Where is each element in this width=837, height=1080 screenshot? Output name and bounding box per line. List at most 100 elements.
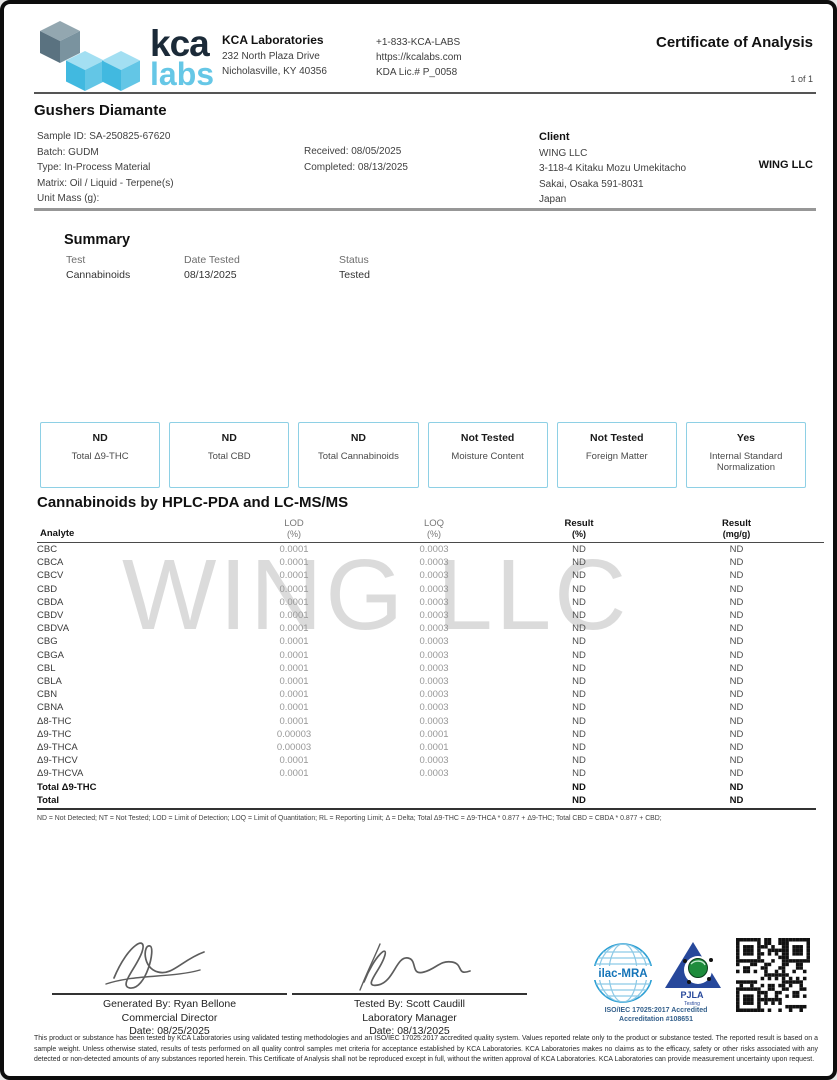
table-row: CBG 0.0001 0.0003 ND ND	[37, 635, 824, 648]
accreditation-caption: ISO/IEC 17025:2017 Accredited Accreditat…	[582, 1006, 730, 1024]
summary-test-value: Cannabinoids	[66, 269, 131, 281]
result-box-value: Not Tested	[460, 432, 515, 444]
result-box-label: Total Δ9-THC	[71, 451, 129, 462]
cell-analyte: CBDA	[37, 596, 64, 608]
lab-name: KCA Laboratories	[222, 33, 324, 47]
cell-lod: 0.0001	[279, 636, 309, 648]
accreditation-number: Accreditation #108651	[619, 1016, 693, 1023]
cell-result-mgg: ND	[729, 742, 744, 754]
cell-loq: 0.0003	[419, 544, 449, 555]
cell-result-pct: ND	[572, 781, 586, 793]
cell-loq: 0.0003	[419, 689, 449, 701]
cell-lod: 0.0001	[279, 755, 309, 767]
tested-by-title: Laboratory Manager	[362, 1011, 457, 1024]
summary-title: Summary	[64, 232, 131, 248]
cannabinoids-table-wrap: Analyte LOD (%) LOQ (%) Result (%) Result (m…	[37, 518, 824, 822]
sample-info-line: Type: In-Process Material	[37, 162, 151, 173]
result-box-value: Not Tested	[590, 432, 644, 444]
tested-by-date: Date: 08/13/2025	[369, 1025, 450, 1037]
header-divider	[34, 92, 816, 94]
signature-line	[292, 993, 527, 995]
signature-icon	[358, 943, 471, 991]
cell-result-pct: ND	[572, 755, 586, 767]
tested-by-name: Tested By: Scott Caudill	[354, 998, 465, 1010]
cell-loq	[359, 794, 509, 807]
cell-result-pct: ND	[572, 583, 586, 595]
generated-by-date: Date: 08/25/2025	[129, 1025, 210, 1037]
cannabinoids-table-header: Analyte LOD (%) LOQ (%) Result (%) Result (m…	[37, 518, 824, 543]
cell-analyte: CBLA	[37, 676, 62, 688]
table-row: CBD 0.0001 0.0003 ND ND	[37, 583, 824, 596]
result-box-label: Moisture Content	[451, 451, 524, 462]
cell-result-mgg: ND	[729, 557, 744, 569]
ilac-mra-globe-icon: ilac-MRA	[591, 943, 655, 1003]
cell-result-pct: ND	[572, 649, 586, 661]
table-row: Δ9-THCA 0.00003 0.0001 ND ND	[37, 741, 824, 754]
page-indicator: 1 of 1	[790, 74, 813, 84]
qr-code	[736, 938, 810, 1017]
kca-cubes-icon	[40, 21, 140, 91]
cell-loq: 0.0001	[419, 728, 449, 740]
cell-result-pct: ND	[572, 715, 586, 727]
cell-result-mgg: ND	[729, 755, 744, 767]
lab-address-block: KCA Laboratories 232 North Plaza Drive N…	[222, 33, 327, 79]
cell-analyte: Total Δ9-THC	[37, 781, 97, 793]
result-box-label: Total Cannabinoids	[318, 451, 399, 462]
cell-loq: 0.0003	[419, 649, 449, 661]
cell-result-mgg: ND	[729, 596, 744, 608]
iso-accredited-line: ISO/IEC 17025:2017 Accredited	[604, 1007, 708, 1014]
table-row: CBDVA 0.0001 0.0003 ND ND	[37, 622, 824, 635]
result-box: Yes Internal Standard Normalization	[685, 422, 807, 488]
sample-name: Gushers Diamante	[34, 102, 167, 119]
cell-result-mgg: ND	[729, 715, 744, 727]
cell-result-mgg: ND	[729, 649, 744, 661]
cell-result-pct: ND	[572, 570, 586, 582]
table-row: CBDV 0.0001 0.0003 ND ND	[37, 609, 824, 622]
table-row: CBCA 0.0001 0.0003 ND ND	[37, 556, 824, 569]
signature-block-tested-by: Tested By: Scott Caudill Laboratory Mana…	[292, 934, 527, 1039]
client-address: 3-118-4 Kitaku Mozu Umekitacho Sakai, Osa…	[539, 161, 686, 208]
table-row: Δ9-THCVA 0.0001 0.0003 ND ND	[37, 767, 824, 780]
signature-block-generated-by: Generated By: Ryan Bellone Commercial Di…	[52, 934, 287, 1039]
table-row: CBGA 0.0001 0.0003 ND ND	[37, 649, 824, 662]
cell-lod: 0.0001	[279, 623, 309, 635]
result-box-label: Internal Standard Normalization	[709, 451, 783, 473]
cell-analyte: CBCV	[37, 570, 64, 582]
cell-result-pct: ND	[572, 676, 586, 688]
summary-date-value: 08/13/2025	[184, 269, 237, 281]
sample-info-line: Unit Mass (g):	[37, 193, 100, 204]
cell-result-mgg: ND	[729, 583, 744, 595]
result-box-label: Total CBD	[207, 451, 251, 462]
cell-lod: 0.0001	[279, 557, 309, 569]
cell-loq: 0.0001	[419, 742, 449, 754]
cell-result-mgg: ND	[729, 570, 744, 582]
cell-result-pct: ND	[572, 596, 586, 608]
sample-info-line: Sample ID: SA-250825-67620	[37, 131, 171, 142]
generated-by-name: Generated By: Ryan Bellone	[102, 998, 237, 1010]
cell-analyte: CBCA	[37, 557, 64, 569]
result-box: ND Total Cannabinoids	[298, 422, 419, 488]
cell-analyte: Δ9-THCV	[37, 755, 78, 767]
col-header-result-pct: Result (%)	[509, 518, 649, 543]
cell-result-pct: ND	[572, 728, 586, 740]
cell-loq: 0.0003	[419, 583, 449, 595]
cell-loq	[359, 781, 509, 794]
cell-result-mgg: ND	[729, 676, 744, 688]
client-address-line: Japan	[539, 194, 567, 205]
pjla-logo: PJLA Testing	[660, 940, 724, 1011]
pjla-sub-text: Testing	[684, 1001, 700, 1006]
result-boxes-row: ND Total Δ9-THC ND Total CBD ND Total Ca…	[40, 422, 807, 488]
table-row: Δ8-THC 0.0001 0.0003 ND ND	[37, 715, 824, 728]
summary-table: Test Date Tested Status Cannabinoids 08/…	[66, 253, 459, 283]
cell-loq: 0.0003	[419, 557, 449, 569]
cell-lod: 0.0001	[279, 676, 309, 688]
result-box: ND Total Δ9-THC	[40, 422, 161, 488]
cannabinoids-table-body: CBC 0.0001 0.0003 ND ND CBCA 0.0001 0.00…	[37, 543, 824, 808]
cell-result-mgg: ND	[729, 781, 744, 793]
cell-loq: 0.0003	[419, 610, 449, 622]
lab-address-line2: Nicholasville, KY 40356	[222, 66, 327, 77]
cell-result-pct: ND	[572, 794, 586, 806]
received-date: Received: 08/05/2025	[304, 146, 402, 157]
result-box: Not Tested Moisture Content	[427, 422, 548, 488]
cell-loq: 0.0003	[419, 636, 449, 648]
